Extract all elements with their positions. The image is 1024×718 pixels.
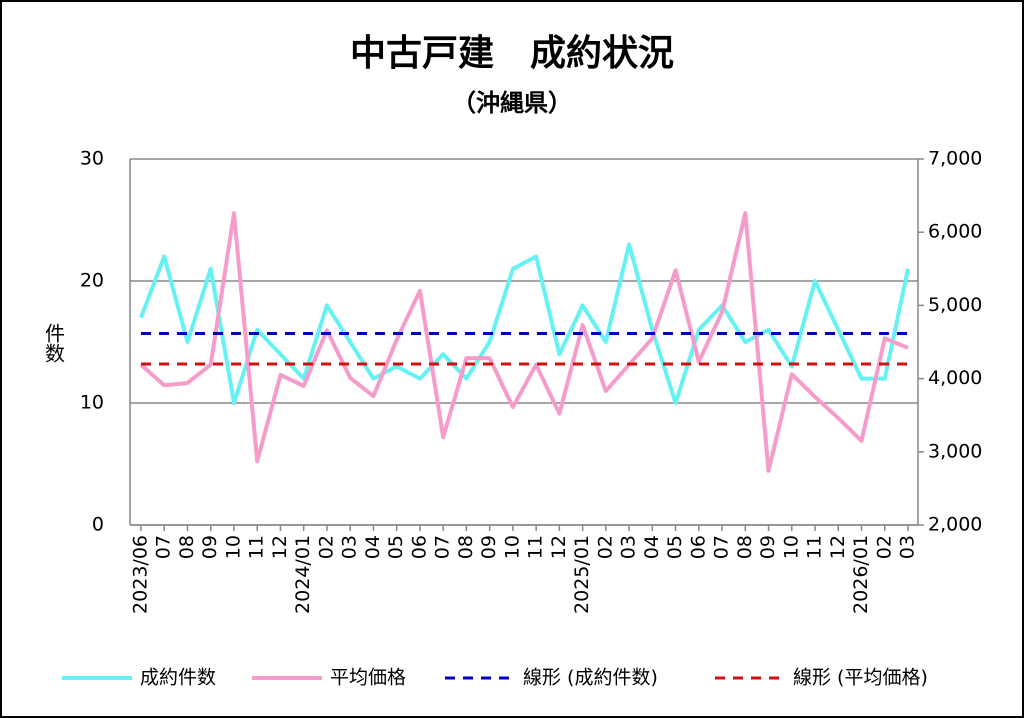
- x-tick-label: 07: [711, 535, 733, 559]
- x-tick-label: 2024/01: [292, 535, 314, 614]
- x-tick-label: 06: [687, 535, 709, 559]
- x-tick-label: 06: [408, 535, 430, 559]
- x-tick-label: 09: [478, 535, 500, 559]
- x-tick-label: 05: [385, 535, 407, 559]
- x-tick-label: 12: [269, 535, 291, 559]
- x-tick-label: 03: [897, 535, 919, 559]
- x-tick-label: 03: [618, 535, 640, 559]
- series-line: [139, 211, 909, 473]
- y-tick-label: 0: [92, 514, 104, 536]
- y2-tick-label: 7,000: [928, 148, 982, 170]
- x-tick-label: 07: [153, 535, 175, 559]
- chart-title: 中古戸建 成約状況: [350, 33, 674, 74]
- x-tick-label: 04: [641, 535, 663, 559]
- y2-tick-label: 4,000: [928, 367, 982, 389]
- x-tick-label: 11: [804, 535, 826, 559]
- x-tick-label: 2023/06: [130, 535, 152, 614]
- y-tick-label: 30: [80, 148, 104, 170]
- x-tick-label: 2026/01: [850, 535, 872, 614]
- x-tick-label: 12: [827, 535, 849, 559]
- x-tick-label: 11: [525, 535, 547, 559]
- y-axis-label: 件数: [42, 323, 66, 363]
- x-tick-label: 08: [734, 535, 756, 559]
- x-tick-label: 04: [362, 535, 384, 559]
- x-tick-label: 2025/01: [571, 535, 593, 614]
- legend-label: 成約件数: [140, 667, 216, 689]
- y2-tick-label: 3,000: [928, 440, 982, 462]
- x-tick-label: 10: [780, 535, 802, 559]
- x-tick-label: 02: [873, 535, 895, 559]
- x-tick-label: 02: [594, 535, 616, 559]
- y2-tick-label: 5,000: [928, 294, 982, 316]
- x-tick-label: 07: [432, 535, 454, 559]
- chart-subtitle: （沖縄県）: [452, 89, 572, 117]
- series-line: [139, 242, 910, 405]
- x-tick-label: 12: [548, 535, 570, 559]
- x-tick-label: 03: [339, 535, 361, 559]
- x-tick-label: 05: [664, 535, 686, 559]
- y-tick-label: 20: [80, 270, 104, 292]
- y2-tick-label: 6,000: [928, 221, 982, 243]
- x-tick-label: 09: [199, 535, 221, 559]
- x-tick-label: 02: [315, 535, 337, 559]
- x-tick-label: 10: [222, 535, 244, 559]
- y-tick-label: 10: [80, 392, 104, 414]
- x-tick-label: 10: [501, 535, 523, 559]
- legend-label: 平均価格: [330, 667, 406, 689]
- x-tick-label: 11: [246, 535, 268, 559]
- x-tick-label: 08: [455, 535, 477, 559]
- x-tick-label: 08: [176, 535, 198, 559]
- x-tick-label: 09: [757, 535, 779, 559]
- legend-label: 線形 (平均価格): [793, 667, 928, 689]
- y2-tick-label: 2,000: [928, 514, 982, 536]
- legend-label: 線形 (成約件数): [523, 667, 658, 689]
